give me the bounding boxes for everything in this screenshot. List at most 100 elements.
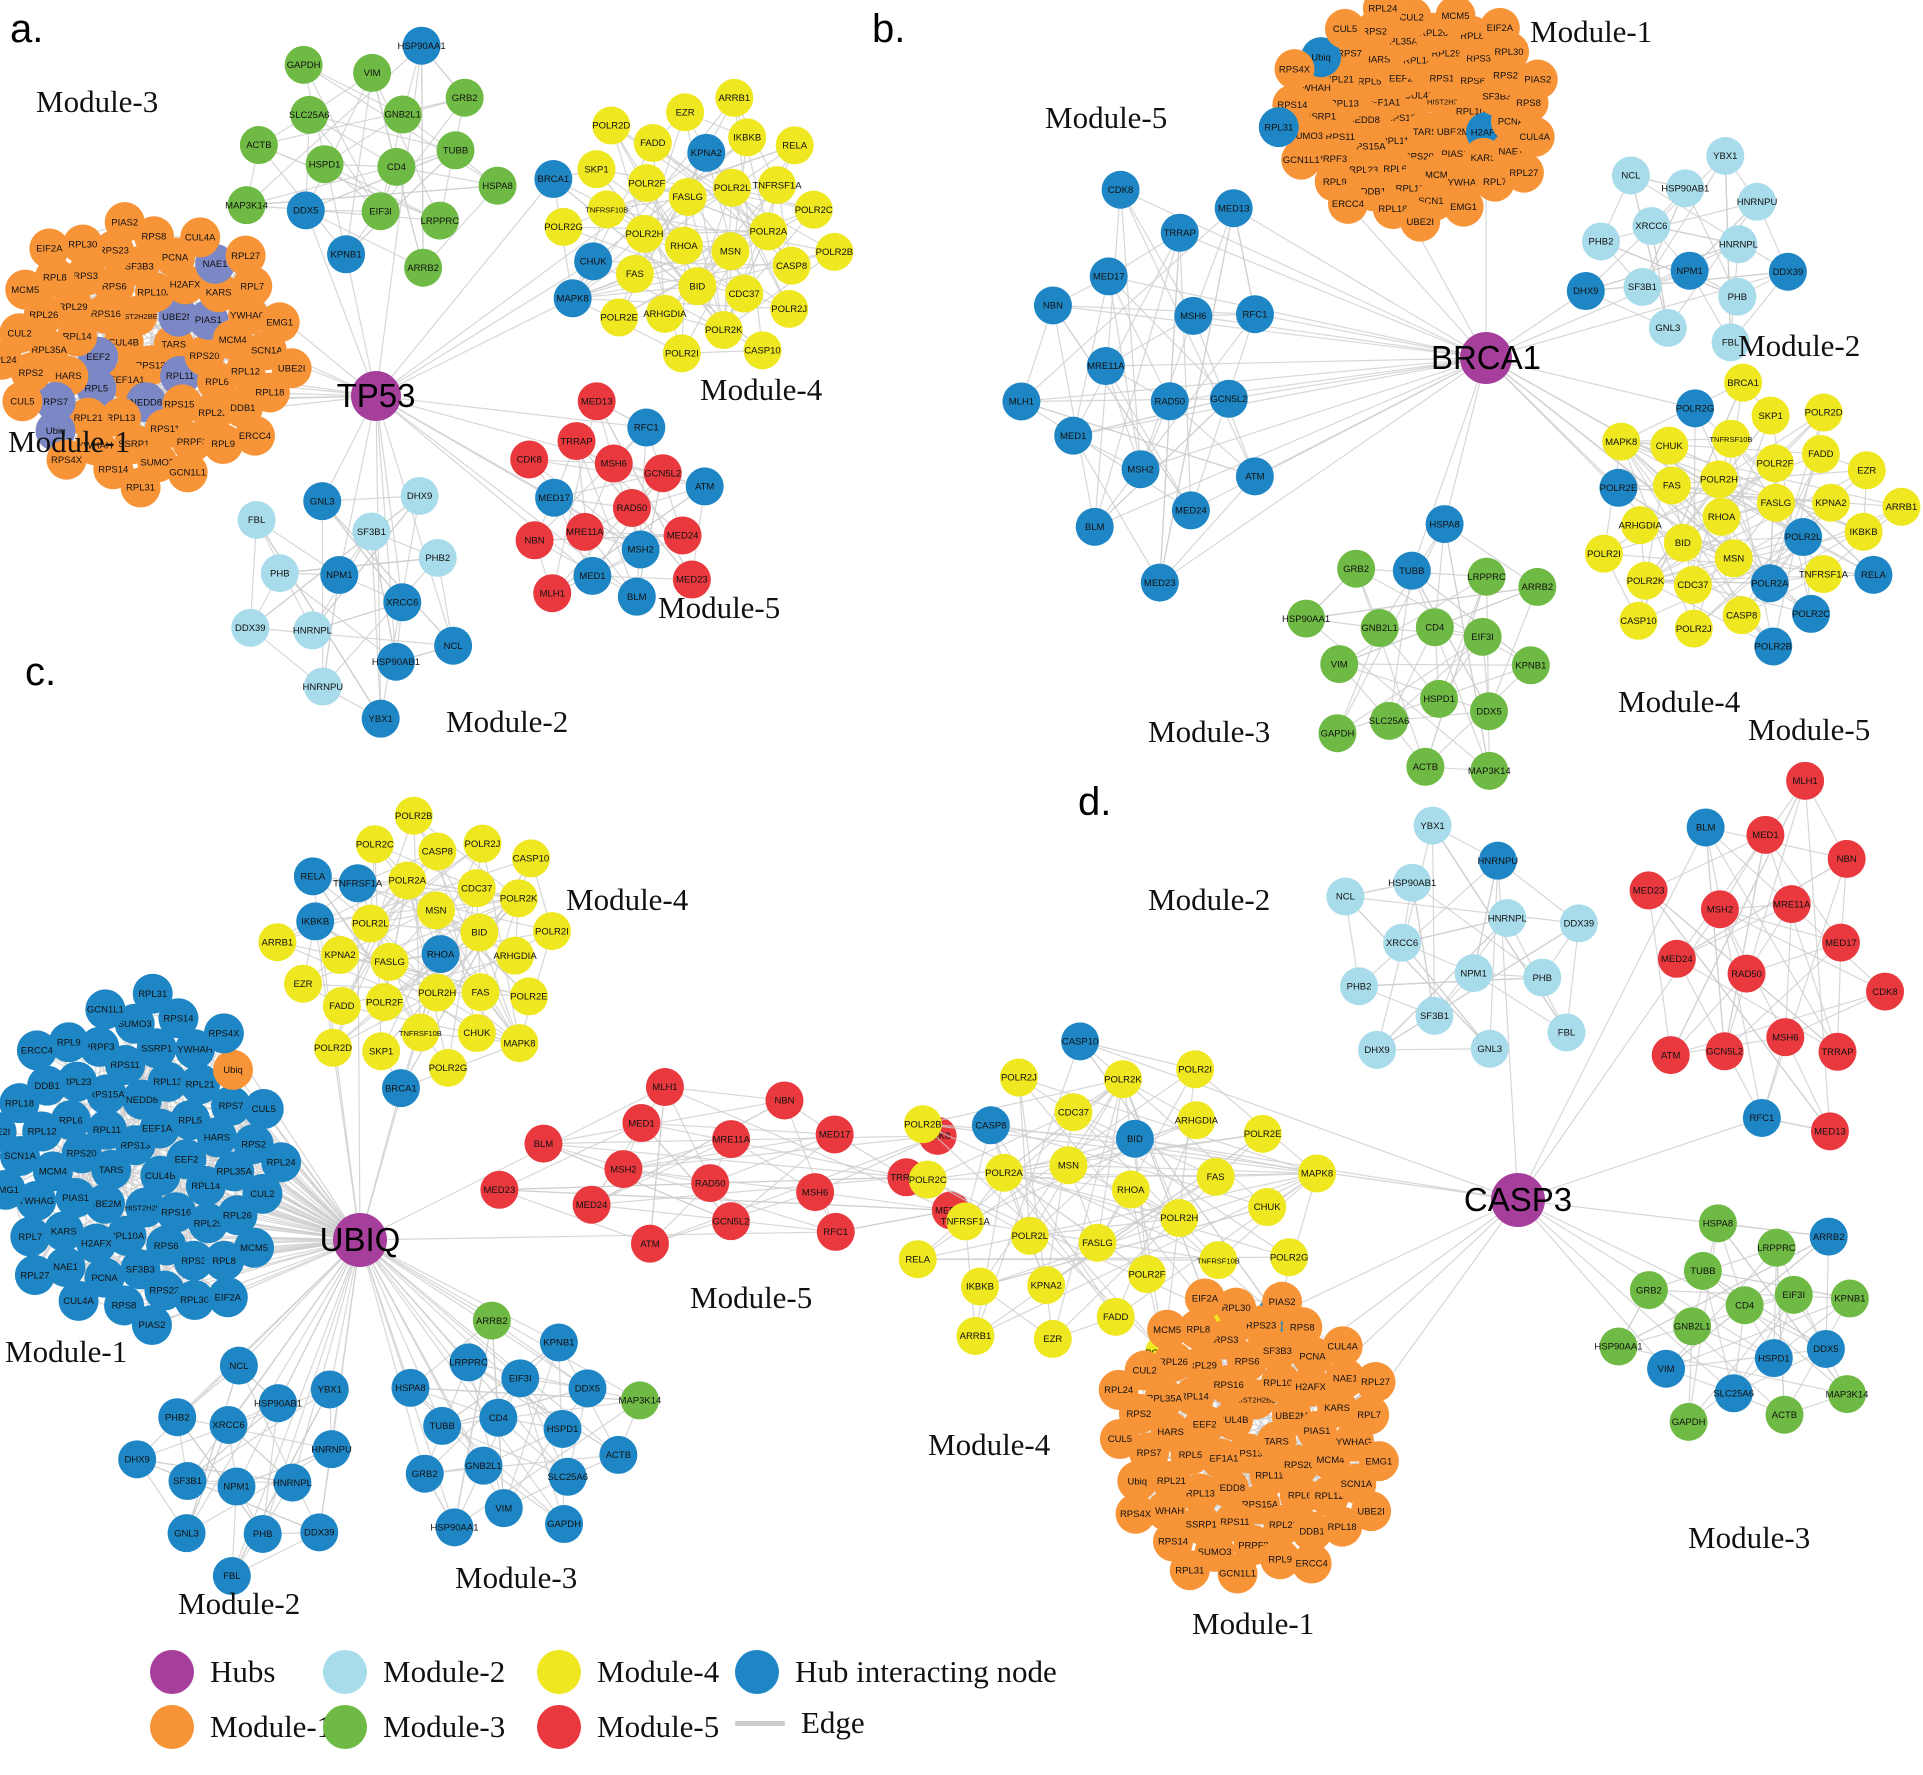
node-circle-CASP10[interactable] [743,331,782,370]
node-circle-TUBB[interactable] [1683,1251,1722,1290]
node-circle-RPS14[interactable] [158,998,199,1039]
node-EZR[interactable]: EZR [1847,451,1886,490]
node-circle-CDK8[interactable] [510,440,549,479]
node-circle-PIAS2[interactable] [131,1304,172,1345]
node-circle-RFC1[interactable] [1742,1098,1781,1137]
node-RPL9[interactable]: RPL9 [48,1022,89,1063]
node-POLR2K[interactable]: POLR2K [704,311,743,350]
node-RFC1[interactable]: RFC1 [1742,1098,1781,1137]
node-circle-LRPPRC[interactable] [449,1343,488,1382]
node-circle-ARRB2[interactable] [1809,1217,1848,1256]
node-circle-HSPD1[interactable] [1420,679,1459,718]
node-LRPPRC[interactable]: LRPPRC [449,1343,488,1382]
node-KPNA2[interactable]: KPNA2 [1027,1266,1066,1305]
node-KPNA2[interactable]: KPNA2 [687,133,726,172]
node-circle-CUL2[interactable] [242,1173,283,1214]
node-IKBKB[interactable]: IKBKB [960,1267,999,1306]
hub-CASP3[interactable]: CASP3 [1464,1173,1572,1227]
node-XRCC6[interactable]: XRCC6 [1383,923,1422,962]
node-POLR2C[interactable]: POLR2C [356,825,394,864]
node-circle-POLR2E[interactable] [1599,468,1638,507]
node-circle-DDX39[interactable] [1559,904,1598,943]
node-circle-DDX39[interactable] [300,1513,339,1552]
node-ARHGDIA[interactable]: ARHGDIA [1175,1101,1219,1140]
node-GNB2L1[interactable]: GNB2L1 [464,1446,503,1485]
node-MCM5[interactable]: MCM5 [1435,0,1476,36]
node-BLM[interactable]: BLM [1686,808,1725,847]
node-circle-CD4[interactable] [377,147,416,186]
node-circle-ERCC4[interactable] [16,1030,57,1071]
node-circle-FADD[interactable] [1096,1297,1135,1336]
node-RPL9[interactable]: RPL9 [203,423,244,464]
node-circle-POLR2A[interactable] [1750,564,1789,603]
node-DHX9[interactable]: DHX9 [400,476,439,515]
node-circle-GRB2[interactable] [445,78,484,117]
node-circle-PIAS2[interactable] [1517,59,1558,100]
node-NCL[interactable]: NCL [1611,156,1650,195]
node-circle-RAD50[interactable] [691,1164,730,1203]
node-MSN[interactable]: MSN [416,891,455,930]
node-FBL[interactable]: FBL [1547,1013,1586,1052]
node-FADD[interactable]: FADD [1096,1297,1135,1336]
node-circle-IKBKB[interactable] [1844,512,1883,551]
node-circle-KPNA2[interactable] [1027,1266,1066,1305]
node-circle-EZR[interactable] [1847,451,1886,490]
node-BLM[interactable]: BLM [1075,507,1114,546]
node-PHB2[interactable]: PHB2 [1581,222,1620,261]
node-RELA[interactable]: RELA [293,857,332,896]
node-circle-MRE11A[interactable] [712,1120,751,1159]
node-MRE11A[interactable]: MRE11A [1086,347,1125,386]
node-circle-LRPPRC[interactable] [1757,1228,1796,1267]
node-MAP3K14[interactable]: MAP3K14 [619,1381,662,1420]
node-circle-FASLG[interactable] [370,942,409,981]
node-SKP1[interactable]: SKP1 [362,1032,401,1071]
node-circle-POLR2F[interactable] [627,164,666,203]
node-HIST2H2BE[interactable]: HIST2H2BE [125,1187,166,1228]
node-MED1[interactable]: MED1 [1746,815,1785,854]
node-circle-XRCC6[interactable] [1383,923,1422,962]
node-circle-POLR2K[interactable] [704,311,743,350]
node-TNFRSF1A[interactable]: TNFRSF1A [333,864,383,903]
node-circle-HSPA8[interactable] [1425,505,1464,544]
node-circle-RPL7[interactable] [232,266,273,307]
node-RAD50[interactable]: RAD50 [612,489,651,527]
node-circle-EMG1[interactable] [1358,1441,1399,1482]
node-RPL31[interactable]: RPL31 [120,467,161,508]
node-DDX39[interactable]: DDX39 [1559,904,1598,943]
node-circle-MED24[interactable] [663,516,702,555]
node-POLR2G[interactable]: POLR2G [1676,389,1715,428]
node-circle-FBL[interactable] [1711,323,1750,362]
node-circle-HSP90AA1[interactable] [402,26,441,65]
node-circle-GCN5L2[interactable] [1705,1032,1744,1071]
node-SF3B1[interactable]: SF3B1 [168,1462,207,1501]
node-CDC37[interactable]: CDC37 [1673,566,1712,605]
node-RPL9[interactable]: RPL9 [1260,1539,1301,1580]
node-POLR2L[interactable]: POLR2L [351,904,390,943]
node-circle-POLR2H[interactable] [1160,1199,1199,1238]
node-ARHGDIA[interactable]: ARHGDIA [643,294,687,333]
node-ARRB1[interactable]: ARRB1 [715,78,754,117]
node-circle-TNFRSF1A[interactable] [338,864,377,903]
node-TRRAP[interactable]: TRRAP [1818,1032,1857,1071]
node-YBX1[interactable]: YBX1 [310,1370,349,1409]
node-circle-POLR2K[interactable] [1103,1060,1142,1099]
node-GRB2[interactable]: GRB2 [1337,549,1376,588]
node-circle-RHOA[interactable] [1111,1170,1150,1209]
node-MSH2[interactable]: MSH2 [621,530,660,569]
node-circle-POLR2B[interactable] [903,1105,942,1144]
node-circle-RPS8[interactable] [104,1285,145,1326]
node-EIF2A[interactable]: EIF2A [1479,7,1520,48]
node-POLR2C[interactable]: POLR2C [1792,594,1830,633]
node-RELA[interactable]: RELA [775,126,814,165]
node-circle-GNL3[interactable] [303,482,342,521]
node-circle-POLR2I[interactable] [532,912,571,951]
node-circle-VIM[interactable] [1647,1349,1686,1388]
node-circle-RHOA[interactable] [421,935,460,974]
node-circle-RPL24[interactable] [261,1142,302,1183]
node-circle-SF3B1[interactable] [1623,267,1662,306]
node-HSP90AA1[interactable]: HSP90AA1 [1282,599,1330,638]
hub-circle-CASP3[interactable] [1491,1173,1545,1227]
node-FAS[interactable]: FAS [1196,1157,1235,1196]
node-PCNA[interactable]: PCNA [84,1257,125,1298]
node-circle-POLR2L[interactable] [1784,518,1823,557]
